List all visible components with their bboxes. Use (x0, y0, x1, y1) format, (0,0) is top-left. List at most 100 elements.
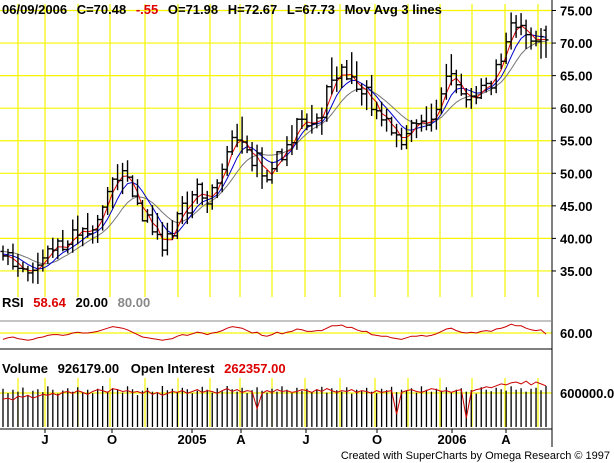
price-y-tick-label: 35.00 (560, 264, 593, 279)
ohlc-bar (224, 145, 230, 176)
ohlc-bar (209, 184, 215, 210)
ohlc-bar (304, 113, 310, 131)
ohlc-bar (189, 190, 195, 219)
ohlc-bar (443, 63, 449, 100)
price-y-tick-label: 55.00 (560, 134, 593, 149)
ohlc-bar (329, 57, 335, 95)
price-y-tick-label: 50.00 (560, 166, 593, 181)
ohlc-bar (35, 252, 41, 284)
header-change: -.55 (136, 2, 158, 17)
ohlc-bar (199, 182, 205, 206)
ohlc-bar (174, 211, 180, 240)
ohlc-bar (25, 265, 31, 282)
ohlc-bar (518, 13, 524, 36)
ohlc-bar (10, 243, 16, 270)
ohlc-bar (139, 199, 145, 222)
ohlc-bar (204, 190, 210, 214)
price-bars (0, 12, 549, 284)
ohlc-bar (413, 119, 419, 139)
ohlc-bar (339, 63, 345, 88)
ohlc-bar (404, 125, 410, 150)
rsi-header: RSI 58.64 20.00 80.00 (2, 295, 150, 310)
ohlc-bar (234, 123, 240, 148)
rsi-y-tick-label: 60.00 (560, 326, 593, 341)
ohlc-bar (120, 162, 126, 195)
rsi-plot (2, 323, 547, 341)
ohlc-bar (309, 104, 315, 134)
ohlc-bar (364, 80, 370, 111)
ohlc-bar (473, 86, 479, 105)
ohlc-bar (334, 66, 340, 92)
volume-value: 926179.00 (58, 361, 119, 376)
open-interest-value: 262357.00 (224, 361, 285, 376)
ohlc-bar (448, 54, 454, 86)
ohlc-bar (149, 205, 155, 236)
ohlc-bar (75, 215, 81, 245)
ohlc-bar (503, 32, 509, 64)
ohlc-bar (269, 161, 275, 184)
ohlc-bar (428, 103, 434, 132)
header-study: Mov Avg 3 lines (345, 2, 442, 17)
volume-y-tick-label: 600000.00 (560, 386, 614, 401)
ohlc-bar (80, 227, 86, 247)
ohlc-bar (274, 151, 280, 172)
price-y-tick-label: 65.00 (560, 69, 593, 84)
ohlc-bar (488, 80, 494, 96)
price-y-tick-label: 45.00 (560, 199, 593, 214)
ohlc-bar (399, 127, 405, 150)
ohlc-bar (384, 108, 390, 132)
ohlc-bar (394, 123, 400, 148)
ohlc-bar (95, 214, 101, 243)
ohlc-bar (115, 164, 121, 191)
ohlc-bar (110, 177, 116, 209)
ohlc-bar (528, 27, 534, 50)
time-tick-label: 2006 (438, 432, 467, 447)
ohlc-bar (70, 219, 76, 253)
ohlc-bar (538, 28, 544, 59)
ohlc-bar (344, 59, 350, 81)
ohlc-bar (458, 73, 464, 96)
ma-slow-line (2, 40, 547, 265)
time-tick-label: J (41, 432, 48, 447)
ohlc-bar (0, 245, 6, 261)
rsi-label: RSI (2, 295, 24, 310)
price-y-tick-label: 70.00 (560, 36, 593, 51)
rsi-line (2, 323, 547, 341)
ohlc-bar (100, 205, 106, 231)
ohlc-bar (45, 245, 51, 264)
ohlc-bar (533, 30, 539, 47)
ohlc-bar (508, 12, 514, 50)
ohlc-bar (244, 135, 250, 154)
header-low: L=67.73 (287, 2, 335, 17)
ohlc-bar (65, 240, 71, 254)
price-grid (0, 4, 552, 297)
ohlc-bar (184, 191, 190, 225)
ohlc-bar (40, 249, 46, 272)
credit-text: Created with SuperCharts by Omega Resear… (341, 450, 610, 462)
ohlc-bar (239, 116, 245, 154)
ohlc-bar (164, 222, 170, 256)
ohlc-bar (453, 69, 459, 94)
volume-plot (2, 380, 547, 427)
time-tick-label: A (236, 432, 246, 447)
ohlc-bar (279, 148, 285, 162)
ohlc-bar (194, 178, 200, 204)
time-tick-label: 2005 (178, 432, 207, 447)
ohlc-bar (523, 19, 529, 49)
time-tick-label: O (372, 432, 382, 447)
ohlc-bar (374, 101, 380, 120)
moving-average-slow (2, 40, 547, 265)
header-close: C=70.48 (77, 2, 127, 17)
ohlc-bar (90, 225, 96, 244)
ohlc-bar (85, 213, 91, 238)
ohlc-bar (433, 99, 439, 130)
ohlc-bar (159, 222, 165, 257)
ohlc-bar (5, 248, 11, 266)
header-date: 06/09/2006 (2, 2, 67, 17)
header-line: 06/09/2006 C=70.48 -.55 O=71.98 H=72.67 … (2, 2, 442, 17)
axes: 35.00 40.00 45.00 50.00 55.00 60.00 65.00 70.00… (41, 4, 614, 447)
time-tick-label: A (501, 432, 511, 447)
ohlc-bar (324, 84, 330, 122)
ohlc-bar (55, 238, 61, 260)
ohlc-bar (259, 147, 265, 189)
